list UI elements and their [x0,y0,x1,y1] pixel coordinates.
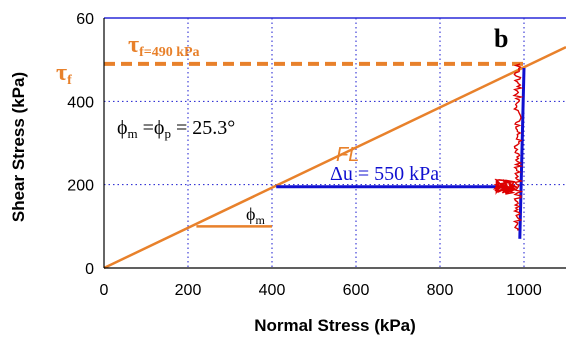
axes: 0 200 400 600 800 1000 0 200 400 60 Normal Stress … [9,11,566,335]
x-tick-label: 1000 [506,282,542,299]
failure-line-label: FL [336,144,359,166]
x-tick-label: 800 [427,282,454,299]
panel-label: b [494,24,508,53]
failure-line [103,46,566,270]
x-tick-label: 400 [259,282,286,299]
friction-angle-value: = 25.3° [171,117,235,139]
phi-m-marker-label: ϕm [246,204,265,227]
stress-path-blue [518,67,526,239]
y-axis-title: Shear Stress (kPa) [9,72,28,222]
y-tick-label: 400 [67,94,94,111]
x-axis-title: Normal Stress (kPa) [254,316,416,335]
y-tick-label: 200 [67,178,94,195]
phi-m-marker-label-sub: m [255,213,265,227]
stress-path-red-blob [492,178,518,196]
x-tick-label: 0 [100,282,109,299]
pore-pressure-label: Δu = 550 kPa [330,163,439,185]
x-tick-label: 200 [175,282,202,299]
friction-angle-text: ϕm =ϕp = 25.3° [117,117,235,141]
tau-f-axis-label-sub: f [67,73,72,88]
friction-angle-eq: =ϕ [138,117,165,139]
y-tick-label: 60 [76,11,94,28]
x-tick-label: 600 [343,282,370,299]
series [103,46,566,270]
friction-angle-sub-p: p [164,126,171,141]
y-tick-label: 0 [85,261,94,278]
friction-angle-sub-m: m [128,126,138,141]
tau-f-axis-label: τf [56,60,72,88]
tau-f-annotation: τf=490 kPa [128,32,200,60]
tau-f-annotation-sub: f=490 kPa [139,45,199,60]
stress-path-red [512,63,524,231]
